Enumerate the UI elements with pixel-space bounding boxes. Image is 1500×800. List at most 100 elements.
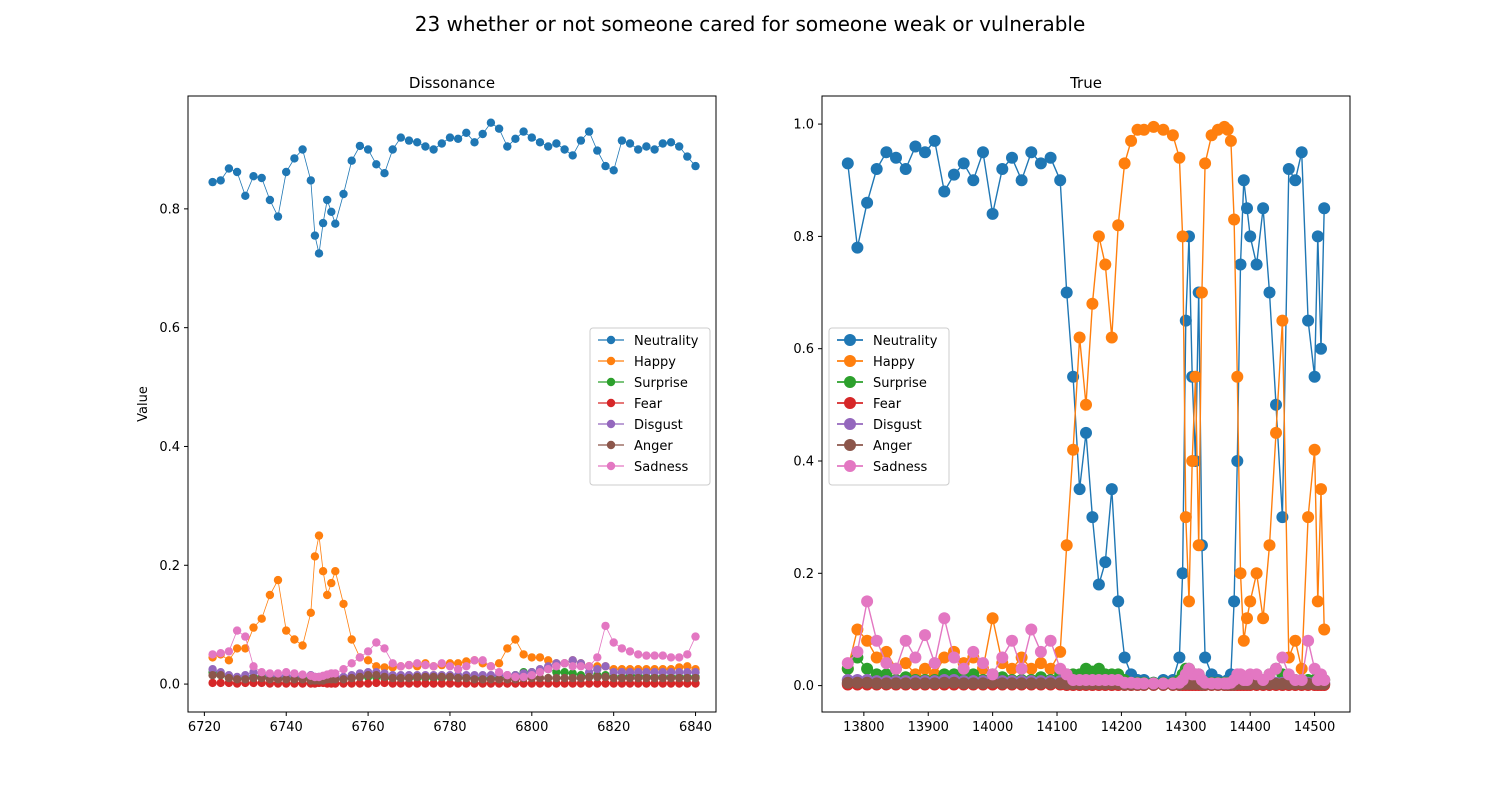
data-point — [1199, 651, 1212, 664]
y-axis-label: Value — [136, 386, 151, 422]
x-tick-label: 13900 — [908, 720, 949, 735]
legend-label: Fear — [873, 397, 902, 412]
data-point — [310, 231, 320, 240]
data-point — [957, 157, 970, 170]
data-point — [1044, 662, 1057, 675]
data-point — [224, 656, 234, 665]
y-tick-label: 0.0 — [793, 679, 814, 694]
legend-label: Anger — [873, 439, 912, 454]
data-point — [265, 590, 275, 600]
data-point — [503, 142, 512, 151]
data-point — [870, 651, 883, 664]
data-point — [938, 185, 951, 198]
data-point — [429, 672, 438, 682]
data-point — [870, 634, 883, 647]
data-point — [919, 677, 931, 690]
data-point — [1179, 314, 1192, 327]
y-tick-label: 1.0 — [793, 118, 814, 133]
data-point — [919, 629, 931, 642]
data-point — [1234, 567, 1247, 580]
data-point — [938, 612, 951, 625]
data-point — [1067, 370, 1080, 383]
data-point — [429, 679, 438, 688]
data-point — [593, 665, 602, 674]
data-point — [1147, 120, 1160, 133]
data-point — [273, 675, 283, 684]
data-point — [957, 662, 970, 675]
axes-frame — [187, 95, 717, 713]
legend-swatch-marker — [606, 440, 616, 450]
data-point — [909, 677, 922, 690]
legend: Neutrality Happy Surprise Fear Disgust Anger S… — [589, 327, 711, 486]
data-point — [675, 673, 684, 683]
data-point — [617, 673, 627, 683]
data-point — [1044, 677, 1057, 690]
data-point — [535, 653, 545, 662]
y-tick-label: 0.4 — [159, 440, 180, 455]
data-point — [1067, 443, 1080, 456]
data-point — [1189, 370, 1202, 383]
data-point — [1308, 443, 1321, 456]
y-tick-label: 0.2 — [793, 567, 814, 582]
data-point — [601, 672, 610, 682]
data-point — [861, 634, 874, 647]
y-tick-label: 0.8 — [793, 230, 814, 245]
data-point — [1025, 662, 1038, 675]
data-point — [841, 657, 854, 670]
data-point — [593, 146, 602, 155]
data-point — [1054, 174, 1067, 187]
data-point — [413, 679, 422, 688]
data-point — [519, 672, 528, 682]
data-point — [1295, 662, 1308, 675]
legend-item-disgust: Disgust — [598, 418, 683, 433]
data-point — [625, 668, 635, 677]
data-point — [290, 669, 299, 678]
data-point — [413, 672, 422, 682]
data-point — [486, 662, 496, 671]
data-point — [314, 249, 324, 258]
data-point — [544, 656, 553, 665]
data-point — [388, 659, 397, 668]
data-point — [642, 668, 651, 677]
data-point — [1044, 634, 1057, 647]
series-neutrality — [208, 118, 700, 258]
data-point — [1318, 623, 1331, 636]
data-point — [257, 173, 266, 183]
data-point — [421, 679, 430, 688]
data-point — [1034, 657, 1047, 670]
legend-item-disgust: Disgust — [837, 418, 922, 433]
data-point — [318, 218, 328, 228]
x-tick-label: 6800 — [515, 720, 548, 735]
data-point — [323, 195, 332, 205]
subplot-dissonance: 6720 6740 6760 6780 6800 6820 6840 0.0 0.2 0.4 0.6… — [136, 74, 717, 735]
data-point — [666, 138, 676, 147]
data-point — [625, 647, 635, 656]
data-point — [1221, 123, 1234, 136]
data-point — [1006, 151, 1018, 164]
data-point — [1270, 662, 1282, 675]
data-point — [1073, 483, 1086, 496]
data-point — [928, 657, 941, 670]
data-point — [861, 595, 874, 608]
data-point — [1054, 645, 1067, 658]
data-point — [928, 677, 941, 690]
data-point — [642, 651, 651, 660]
data-point — [967, 645, 980, 658]
legend-frame — [589, 327, 711, 486]
data-point — [890, 151, 902, 164]
data-point — [642, 673, 651, 683]
data-point — [650, 673, 659, 683]
legend-label: Neutrality — [873, 334, 938, 349]
data-point — [1006, 634, 1018, 647]
data-point — [909, 140, 922, 153]
data-point — [208, 177, 217, 187]
data-point — [1092, 578, 1105, 591]
legend-label: Fear — [634, 397, 663, 412]
data-point — [241, 675, 250, 684]
data-point — [560, 673, 569, 683]
data-point — [650, 668, 659, 677]
data-point — [675, 668, 684, 677]
legend-item-anger: Anger — [598, 439, 673, 454]
data-point — [380, 678, 389, 688]
